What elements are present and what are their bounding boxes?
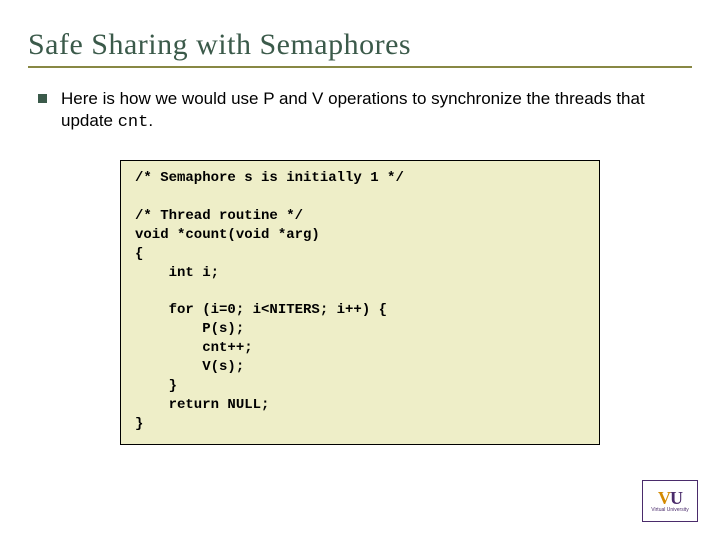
title-underline — [28, 66, 692, 68]
bullet-row: Here is how we would use P and V operati… — [38, 88, 686, 134]
logo-v: V — [658, 488, 670, 508]
slide-title: Safe Sharing with Semaphores — [28, 28, 692, 62]
bullet-text-post: . — [148, 111, 153, 130]
bullet-code-inline: cnt — [118, 113, 149, 132]
logo-u: U — [670, 488, 682, 508]
vu-logo: VU Virtual University — [642, 480, 698, 522]
square-bullet-icon — [38, 94, 47, 103]
code-box: /* Semaphore s is initially 1 */ /* Thre… — [120, 160, 600, 444]
logo-sub: Virtual University — [651, 508, 688, 513]
logo-letters: VU — [658, 489, 682, 507]
bullet-text: Here is how we would use P and V operati… — [61, 88, 686, 134]
code-listing: /* Semaphore s is initially 1 */ /* Thre… — [135, 169, 585, 433]
slide: Safe Sharing with Semaphores Here is how… — [0, 0, 720, 540]
